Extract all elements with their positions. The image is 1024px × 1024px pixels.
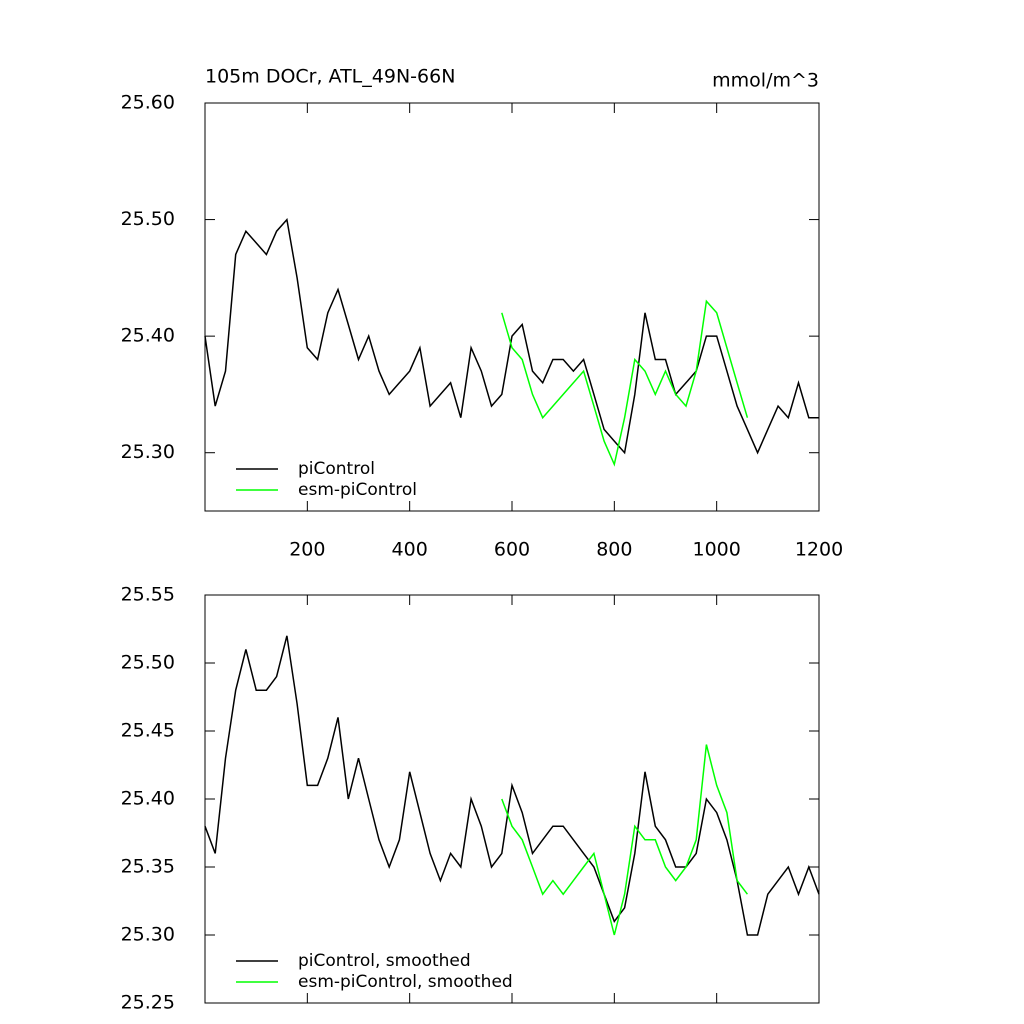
- y-tick-label: 25.30: [121, 441, 175, 463]
- series-line: [501, 299, 749, 467]
- y-tick-label: 25.55: [121, 584, 175, 606]
- y-tick-label: 25.50: [121, 208, 175, 230]
- x-tick-label: 200: [289, 539, 325, 561]
- legend-label: piControl: [298, 459, 375, 479]
- y-tick-label: 25.40: [121, 788, 175, 810]
- legend-label: esm-piControl: [298, 480, 417, 500]
- x-tick-label: 800: [596, 539, 632, 561]
- series-line: [204, 635, 820, 936]
- plot-frame: [204, 594, 820, 1004]
- legend-label: esm-piControl, smoothed: [298, 972, 513, 992]
- y-tick-label: 25.25: [121, 992, 175, 1014]
- units-label: mmol/m^3: [712, 70, 819, 92]
- x-tick-label: 1200: [795, 539, 843, 561]
- x-tick-label: 400: [392, 539, 428, 561]
- chart-title: 105m DOCr, ATL_49N-66N: [205, 66, 455, 88]
- y-tick-label: 25.60: [121, 92, 175, 114]
- y-tick-label: 25.35: [121, 856, 175, 878]
- y-tick-label: 25.50: [121, 652, 175, 674]
- x-tick-label: 600: [494, 539, 530, 561]
- legend-label: piControl, smoothed: [298, 951, 471, 971]
- y-tick-label: 25.45: [121, 720, 175, 742]
- series-line: [204, 217, 819, 455]
- plot-frame: [204, 102, 820, 512]
- y-tick-label: 25.30: [121, 924, 175, 946]
- x-tick-label: 1000: [692, 539, 740, 561]
- y-tick-label: 25.40: [121, 325, 175, 347]
- series-line: [501, 744, 748, 936]
